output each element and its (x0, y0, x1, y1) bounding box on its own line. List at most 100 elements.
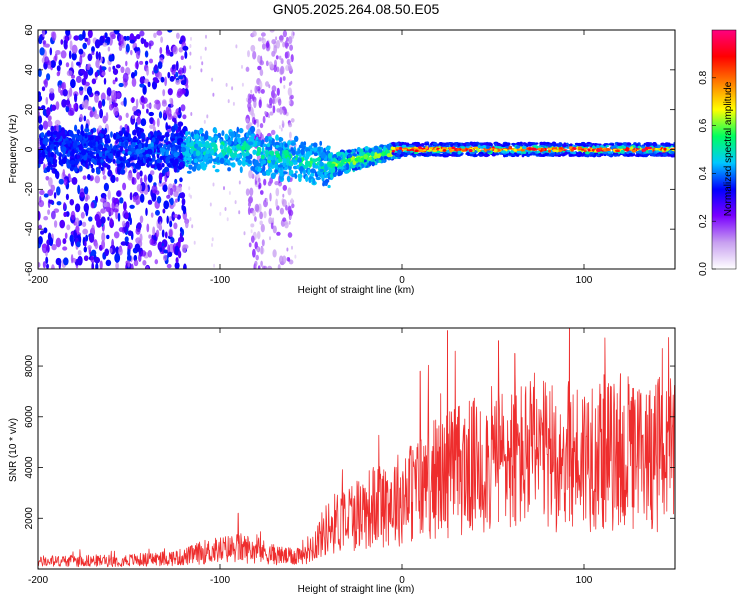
heatmap-cell (645, 143, 651, 147)
heatmap-cell (174, 118, 177, 126)
heatmap-cell (287, 87, 293, 97)
heatmap-cell (351, 149, 356, 153)
heatmap-cell (591, 148, 595, 152)
heatmap-cell (277, 98, 282, 106)
heatmap-cell (178, 137, 184, 143)
heatmap-cell (539, 141, 544, 145)
heatmap-cell (177, 239, 181, 248)
heatmap-cell (192, 150, 197, 157)
heatmap-cell (264, 110, 267, 116)
heatmap-cell (538, 153, 542, 156)
heatmap-cell (143, 41, 149, 48)
heatmap-cell (272, 217, 275, 222)
heatmap-cell (150, 141, 154, 148)
heatmap-cell (457, 151, 461, 155)
heatmap-cell (316, 161, 321, 165)
heatmap-cell (319, 161, 324, 167)
heatmap-cell (90, 158, 95, 163)
heatmap-cell (605, 144, 610, 148)
heatmap-cell (107, 216, 110, 221)
heatmap-cell (89, 175, 94, 181)
heatmap-cell (230, 152, 236, 159)
heatmap-cell (51, 243, 57, 251)
heatmap-cell (49, 143, 55, 150)
heatmap-cell (98, 51, 101, 61)
heatmap-cell (47, 161, 52, 166)
heatmap-cell (122, 136, 127, 141)
heatmap-cell (265, 60, 269, 67)
heatmap-cell (252, 149, 257, 155)
heatmap-cell (49, 47, 53, 56)
heatmap-cell (172, 45, 178, 55)
heatmap-cell (558, 142, 563, 146)
heatmap-cell (289, 44, 294, 51)
heatmap-cell (55, 137, 59, 142)
heatmap-cell (46, 165, 51, 173)
heatmap-cell (290, 80, 293, 85)
heatmap-cell (482, 142, 488, 145)
heatmap-cell (174, 132, 179, 137)
heatmap-cell (38, 36, 43, 45)
heatmap-cell (672, 143, 675, 148)
heatmap-cell (116, 92, 121, 99)
heatmap-cell (368, 160, 372, 167)
heatmap-cell (248, 169, 253, 179)
heatmap-cell (268, 84, 271, 89)
heatmap-cell (290, 54, 294, 63)
heatmap-cell (55, 257, 62, 266)
heatmap-cell (115, 64, 121, 69)
heatmap-cell (130, 147, 136, 153)
heatmap-cell (118, 130, 123, 135)
heatmap-cell (263, 40, 266, 45)
heatmap-cell (92, 141, 96, 146)
heatmap-cell (486, 150, 491, 153)
heatmap-cell (259, 190, 264, 195)
heatmap-cell (130, 162, 136, 167)
heatmap-cell (119, 146, 124, 152)
x-tick-label: -200 (28, 275, 48, 286)
heatmap-cell (178, 47, 184, 53)
heatmap-cell (410, 150, 414, 153)
heatmap-cell (188, 164, 193, 170)
heatmap-cell (288, 36, 293, 45)
heatmap-cell (51, 104, 57, 111)
colorbar-tick-label: 0.8 (698, 70, 709, 84)
heatmap-cell (127, 230, 133, 236)
heatmap-cell (91, 167, 95, 174)
heatmap-cell (191, 224, 194, 229)
heatmap-cell (312, 142, 318, 148)
heatmap-cell (89, 152, 93, 157)
heatmap-cell (282, 255, 287, 264)
heatmap-cell (205, 152, 209, 159)
heatmap-cell (145, 265, 149, 269)
heatmap-cell (159, 221, 162, 230)
heatmap-cell (129, 204, 135, 209)
heatmap-cell (77, 134, 83, 141)
heatmap-cell (273, 44, 278, 54)
heatmap-cell (275, 187, 280, 197)
heatmap-cell (185, 164, 189, 168)
heatmap-cell (623, 142, 627, 146)
heatmap-cell (636, 153, 641, 157)
heatmap-cell (244, 152, 250, 157)
heatmap-cell (468, 148, 473, 153)
heatmap-cell (438, 142, 443, 146)
heatmap-cell (129, 39, 135, 44)
heatmap-cell (261, 36, 264, 41)
heatmap-cell (387, 156, 391, 161)
heatmap-cell (167, 186, 171, 197)
heatmap-cell (84, 128, 90, 133)
heatmap-cell (486, 142, 491, 146)
heatmap-cell (442, 149, 447, 152)
heatmap-cell (120, 169, 126, 175)
heatmap-cell (654, 145, 658, 149)
heatmap-cell (254, 85, 258, 94)
heatmap-cell (325, 146, 331, 151)
heatmap-cell (146, 67, 149, 76)
heatmap-cell (236, 143, 241, 150)
heatmap-cell (165, 135, 169, 143)
heatmap-cell (87, 106, 92, 111)
heatmap-cell (515, 154, 520, 157)
heatmap-cell (283, 149, 289, 156)
heatmap-cell (295, 151, 299, 155)
